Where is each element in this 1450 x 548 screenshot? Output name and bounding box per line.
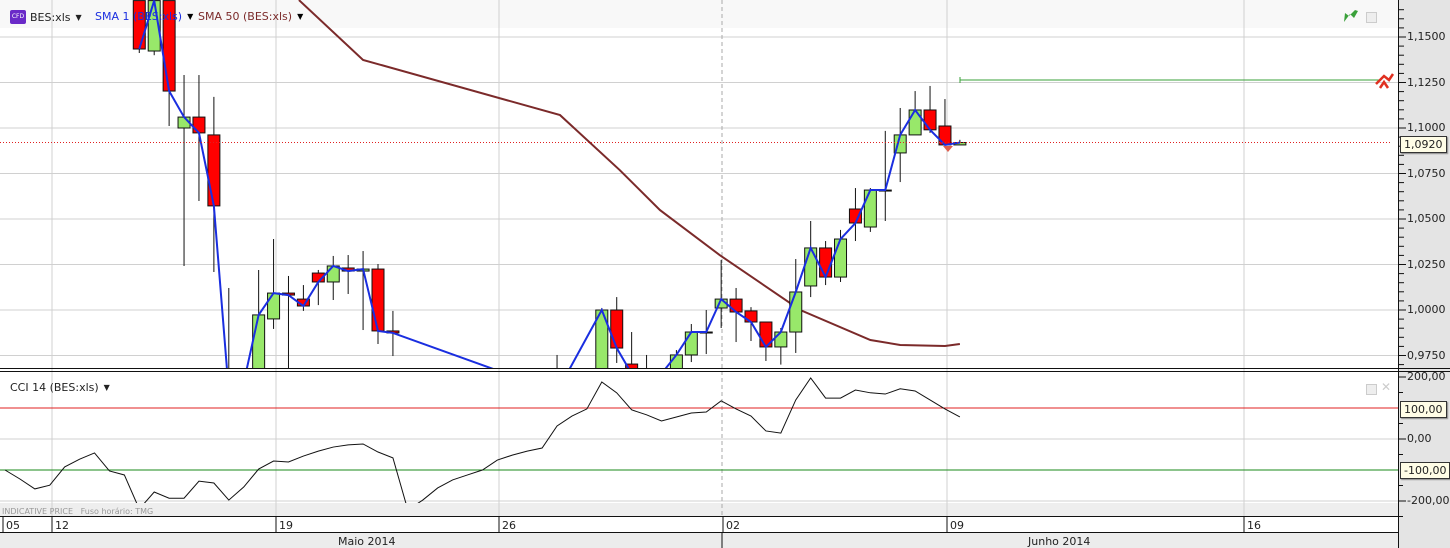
chevron-down-icon[interactable]: ▼ (75, 12, 82, 22)
chevron-down-icon[interactable]: ▼ (187, 12, 194, 21)
candle-up (789, 291, 803, 333)
price-alert-icon (1375, 73, 1395, 89)
last-price-tag: 1,0920 (1400, 136, 1447, 153)
cci-legend[interactable]: CCI 14 (BES:xls) ▼ (10, 381, 110, 394)
price-tick-label: 1,1500 (1407, 30, 1446, 43)
candle-up (267, 292, 281, 320)
candle-up (669, 354, 683, 368)
candle-down (192, 116, 206, 134)
date-label: 26 (502, 519, 516, 532)
candle-up (684, 331, 698, 356)
date-label: 16 (1247, 519, 1261, 532)
candle-down (641, 374, 653, 383)
symbol-label: BES:xls (30, 10, 71, 24)
candle-down (371, 268, 385, 332)
cci-tick-label: -200,00 (1407, 494, 1450, 507)
price-tick-label: 1,0250 (1407, 257, 1446, 271)
cfd-badge-icon: CFD (10, 10, 26, 24)
candle-down (207, 134, 221, 207)
chevron-down-icon[interactable]: ▼ (297, 12, 304, 21)
cci-tick-label: 200,00 (1407, 370, 1446, 383)
date-label: 09 (950, 519, 964, 532)
candle-down (132, 0, 146, 50)
price-tick-label: 1,1250 (1407, 75, 1446, 89)
sell-marker-icon (943, 146, 953, 152)
candle-up (804, 247, 818, 287)
close-icon[interactable]: ✕ (1381, 380, 1392, 394)
candle-up (908, 109, 922, 136)
candle-up (774, 331, 788, 348)
date-label: 12 (55, 519, 69, 532)
cci-lower-tag: -100,00 (1400, 462, 1450, 479)
cci-tick-label: 0,00 (1407, 432, 1432, 445)
candle-up (834, 238, 848, 278)
candle-down (923, 109, 937, 131)
sma50-legend[interactable]: SMA 50 (BES:xls) ▼ (198, 10, 303, 23)
price-axis-bg (1398, 0, 1450, 548)
cci-upper-tag: 100,00 (1400, 401, 1447, 418)
date-label: 02 (726, 519, 740, 532)
cci-panel (0, 377, 1398, 503)
candle-up (252, 314, 266, 368)
price-tick-label: 1,0500 (1407, 212, 1446, 225)
price-tick-label: 0,9750 (1407, 348, 1446, 362)
maximize-icon[interactable] (1366, 12, 1377, 23)
sma1-label: SMA 1 (BES:xls) (95, 10, 183, 23)
candle-up (238, 383, 250, 392)
month-label: Maio 2014 (338, 535, 396, 548)
candle-down (729, 298, 743, 313)
sma1-line (138, 0, 961, 368)
candle-up (863, 189, 877, 228)
sma1-legend[interactable]: SMA 1 (BES:xls) ▼ (95, 10, 193, 23)
month-bar (0, 532, 1398, 548)
legend-bar (0, 0, 1398, 28)
candle-down (819, 247, 833, 278)
price-tick-label: 1,1000 (1407, 121, 1446, 134)
candle-up (655, 374, 667, 383)
candle-down (610, 309, 624, 349)
cci-label: CCI 14 (BES:xls) (10, 381, 99, 394)
maximize-icon[interactable] (1366, 384, 1377, 395)
candle-down (625, 363, 639, 368)
symbol-legend[interactable]: CFD BES:xls ▼ (10, 10, 82, 24)
month-label: Junho 2014 (1028, 535, 1091, 548)
footnote-bar (0, 503, 1398, 516)
cci-line (4, 377, 961, 503)
price-panel (0, 0, 1390, 392)
sma50-label: SMA 50 (BES:xls) (198, 10, 293, 23)
sma50-line (298, 0, 961, 348)
price-tick-label: 1,0000 (1407, 303, 1446, 316)
date-label: 19 (279, 519, 293, 532)
candle-down (551, 383, 563, 392)
trend-up-icon (1344, 10, 1358, 22)
price-tick-label: 1,0750 (1407, 166, 1446, 180)
chevron-down-icon[interactable]: ▼ (103, 383, 110, 392)
date-label: 05 (6, 519, 20, 532)
candle-down (223, 374, 235, 392)
footnote: INDICATIVE PRICE Fuso horário: TMG (2, 507, 154, 516)
